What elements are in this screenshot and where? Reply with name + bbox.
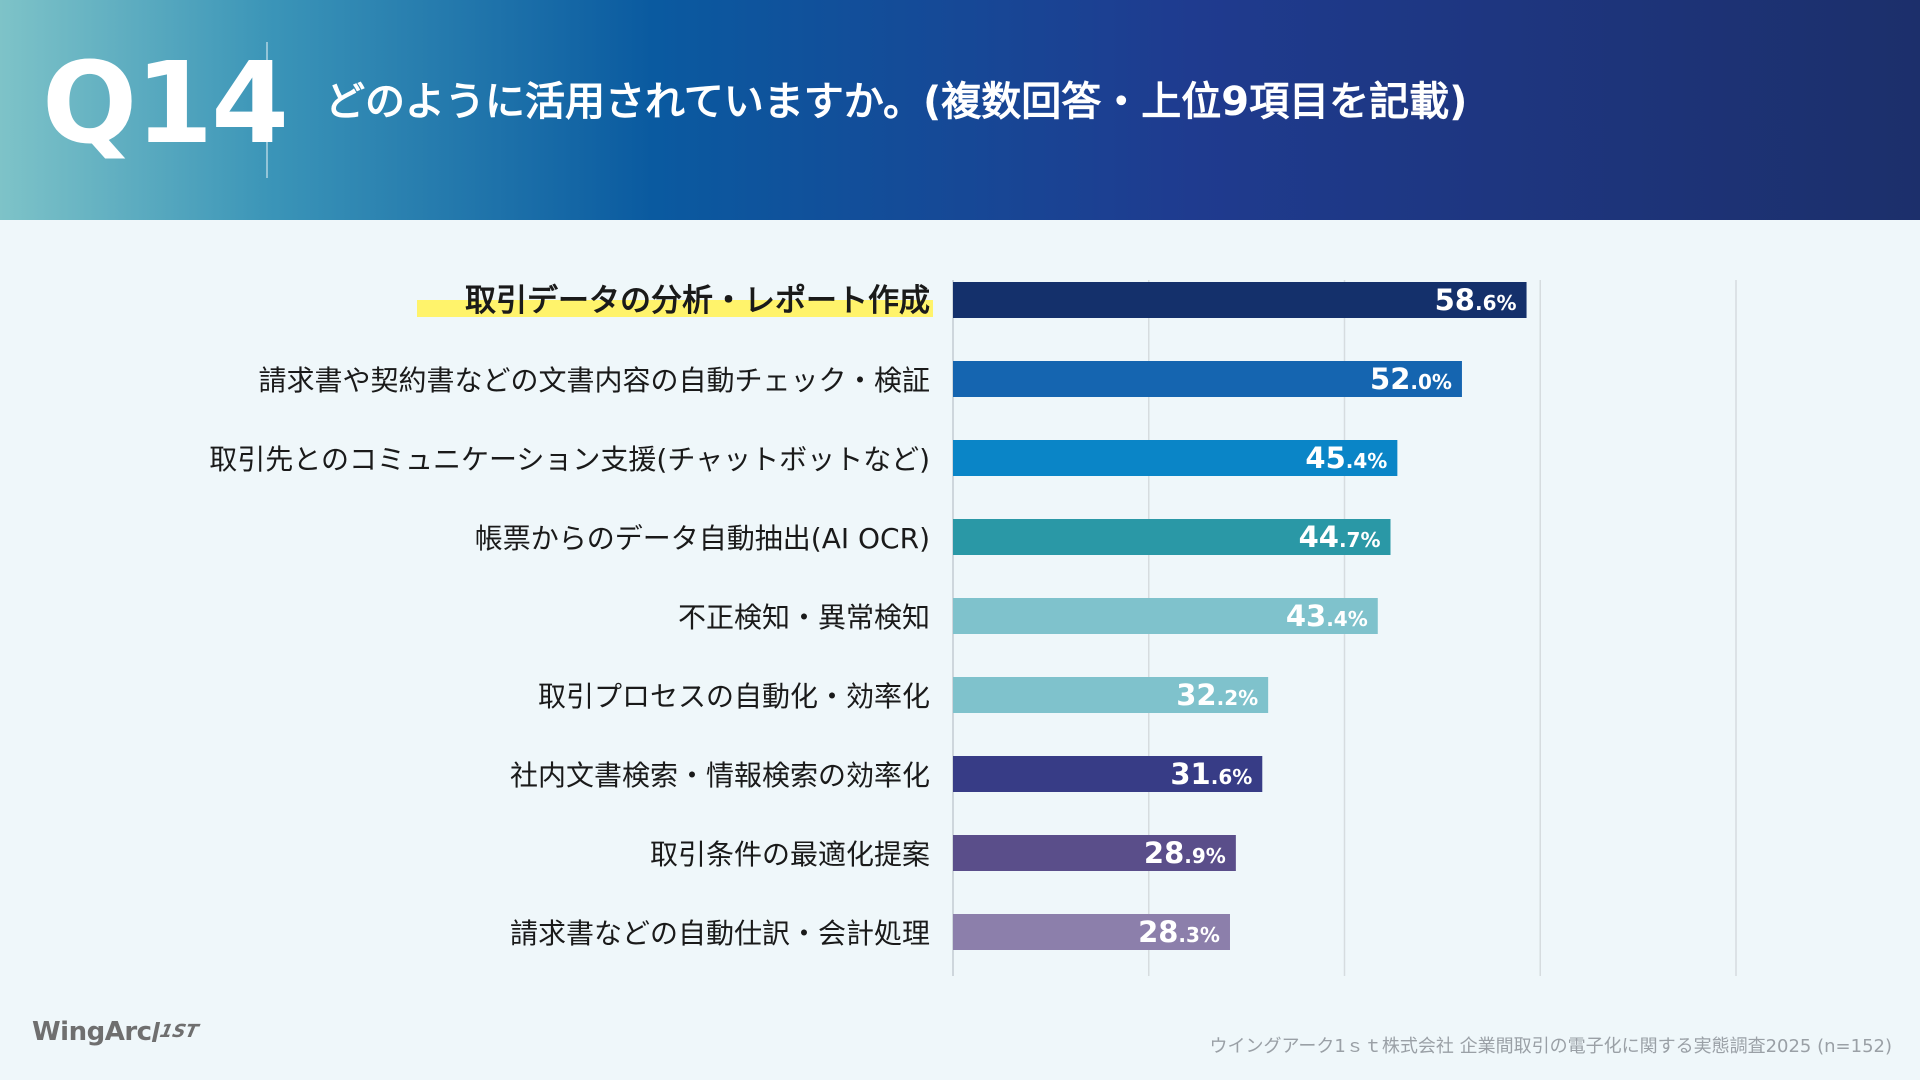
bar <box>953 756 1263 792</box>
bar <box>953 361 1462 397</box>
category-label: 取引先とのコミュニケーション支援(チャットボットなど) <box>209 443 930 476</box>
value-label: 28.9% <box>1144 836 1226 870</box>
bar <box>953 835 1236 871</box>
question-title: どのように活用されていますか。(複数回答・上位9項目を記載) <box>325 79 1468 125</box>
label-highlight <box>417 300 933 317</box>
value-label: 32.2% <box>1176 678 1258 712</box>
header-divider <box>266 42 268 178</box>
value-label: 44.7% <box>1299 520 1381 554</box>
category-label: 社内文書検索・情報検索の効率化 <box>510 759 930 792</box>
value-label: 31.6% <box>1170 757 1252 791</box>
header-banner: Q14 どのように活用されていますか。(複数回答・上位9項目を記載) <box>0 0 1920 220</box>
brand-mark: 1ST <box>151 1021 200 1042</box>
bar <box>953 598 1378 634</box>
brand-name: WingArc <box>32 1017 152 1047</box>
bar <box>953 440 1398 476</box>
source-note: ウイングアーク1ｓｔ株式会社 企業間取引の電子化に関する実態調査2025 (n=… <box>1209 1036 1892 1057</box>
category-label: 取引データの分析・レポート作成 <box>465 283 930 319</box>
value-label: 45.4% <box>1305 441 1387 475</box>
category-label: 請求書などの自動仕訳・会計処理 <box>510 917 930 950</box>
bar <box>953 914 1230 950</box>
category-label: 不正検知・異常検知 <box>678 601 930 634</box>
bar <box>953 677 1269 713</box>
brand-logo: WingArc 1ST <box>32 1017 200 1047</box>
category-label: 帳票からのデータ自動抽出(AI OCR) <box>475 522 930 555</box>
value-label: 52.0% <box>1370 362 1452 396</box>
value-label: 58.6% <box>1435 283 1517 317</box>
category-label: 取引プロセスの自動化・効率化 <box>538 680 930 713</box>
question-number: Q14 <box>42 39 289 169</box>
bar-chart: 取引データの分析・レポート作成 58.6% 請求書や契約書などの文書内容の自動チェッ… <box>209 280 1737 976</box>
category-label: 請求書や契約書などの文書内容の自動チェック・検証 <box>259 364 930 397</box>
bar <box>953 519 1391 555</box>
category-label: 取引条件の最適化提案 <box>650 838 930 871</box>
bar <box>953 282 1527 318</box>
value-label: 43.4% <box>1286 599 1368 633</box>
value-label: 28.3% <box>1138 915 1220 949</box>
